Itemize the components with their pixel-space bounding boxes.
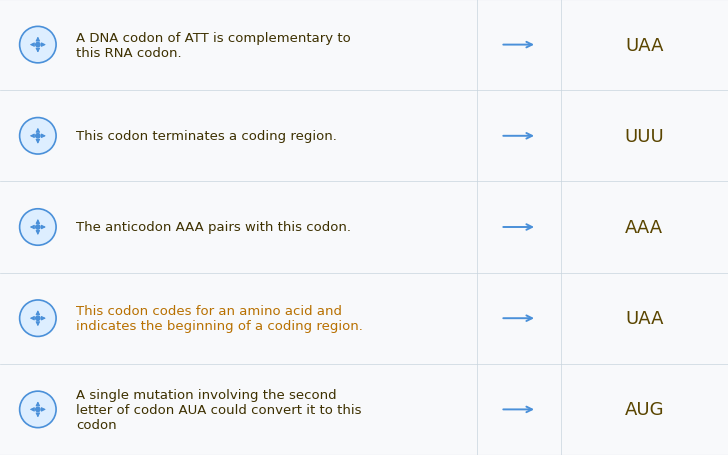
Ellipse shape	[20, 118, 56, 155]
Text: This codon codes for an amino acid and: This codon codes for an amino acid and	[76, 304, 342, 318]
Text: A single mutation involving the second: A single mutation involving the second	[76, 388, 337, 401]
Ellipse shape	[20, 391, 56, 428]
Text: This codon terminates a coding region.: This codon terminates a coding region.	[76, 130, 337, 143]
Text: codon: codon	[76, 418, 117, 431]
Text: AAA: AAA	[625, 218, 663, 237]
Text: The anticodon AAA pairs with this codon.: The anticodon AAA pairs with this codon.	[76, 221, 352, 234]
Text: UAA: UAA	[625, 309, 663, 328]
Text: indicates the beginning of a coding region.: indicates the beginning of a coding regi…	[76, 319, 363, 333]
Ellipse shape	[36, 407, 40, 412]
Ellipse shape	[20, 27, 56, 64]
Text: AUG: AUG	[625, 400, 664, 419]
Ellipse shape	[20, 209, 56, 246]
Text: UUU: UUU	[625, 127, 664, 146]
Ellipse shape	[36, 225, 40, 230]
Text: UAA: UAA	[625, 36, 663, 55]
Text: A DNA codon of ATT is complementary to: A DNA codon of ATT is complementary to	[76, 31, 351, 45]
Text: letter of codon AUA could convert it to this: letter of codon AUA could convert it to …	[76, 403, 362, 416]
Ellipse shape	[36, 134, 40, 139]
Ellipse shape	[20, 300, 56, 337]
Ellipse shape	[36, 316, 40, 321]
Text: this RNA codon.: this RNA codon.	[76, 46, 182, 60]
Ellipse shape	[36, 43, 40, 48]
